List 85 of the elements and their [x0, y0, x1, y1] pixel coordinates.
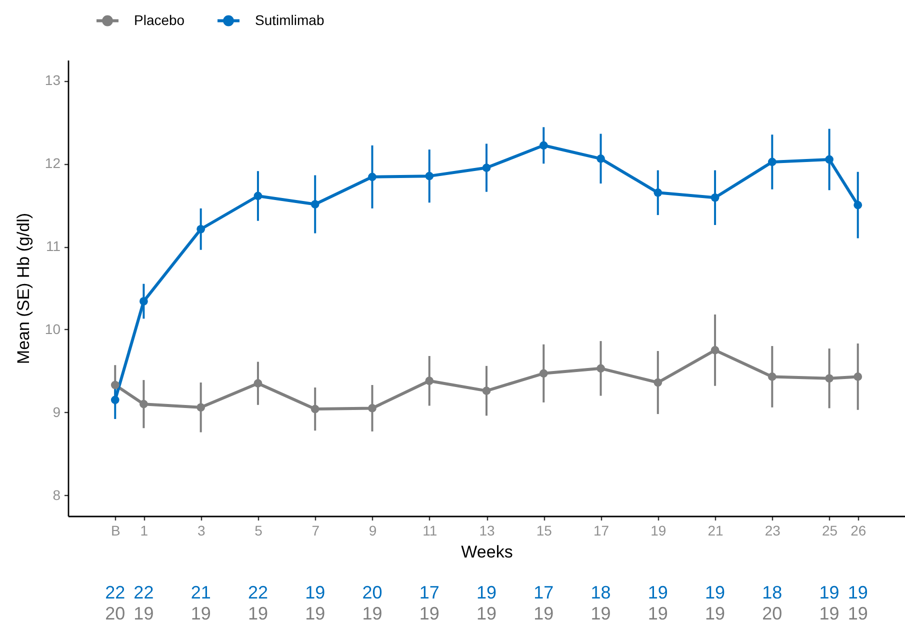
- x-tick-label: 3: [197, 522, 206, 538]
- text: 19: [648, 582, 668, 602]
- x-tick-label: 7: [312, 522, 320, 538]
- point: [482, 164, 491, 172]
- point: [596, 154, 605, 163]
- point: [854, 372, 862, 381]
- text: 17: [419, 582, 440, 602]
- text: 19: [248, 604, 268, 624]
- y-tick-label: 9: [52, 404, 61, 420]
- point: [425, 172, 434, 180]
- x-tick-label: 17: [593, 522, 610, 538]
- text: 19: [305, 604, 326, 624]
- y-tick-label: 8: [52, 486, 61, 503]
- x-tick-label: 1: [140, 522, 148, 538]
- x-tick-label: 11: [422, 522, 438, 538]
- x-tick-label: 26: [850, 522, 866, 538]
- x-tick-label: 15: [536, 522, 552, 538]
- point: [254, 379, 262, 388]
- text: 19: [648, 604, 668, 624]
- text: 19: [305, 582, 326, 602]
- text: 21: [190, 582, 211, 602]
- text: 20: [362, 582, 382, 602]
- point: [596, 364, 605, 373]
- point: [825, 374, 834, 383]
- x-tick-label: 9: [368, 522, 377, 538]
- text: 19: [848, 604, 868, 624]
- text: 18: [590, 582, 611, 602]
- text: 20: [762, 604, 782, 624]
- point: [140, 297, 148, 306]
- point: [110, 396, 120, 404]
- x-tick-label: 13: [479, 522, 495, 538]
- x-tick-label: 21: [708, 522, 724, 538]
- point: [368, 172, 376, 182]
- point: [368, 404, 376, 412]
- text: 19: [190, 604, 211, 624]
- text: 19: [534, 604, 554, 624]
- point: [768, 158, 776, 166]
- text: 19: [476, 604, 497, 624]
- text: 19: [476, 582, 497, 602]
- legend-label: Sutimlimab: [255, 12, 324, 28]
- point: [254, 192, 262, 200]
- point: [110, 380, 120, 390]
- point: [710, 346, 720, 354]
- text: 19: [819, 604, 840, 624]
- point: [140, 400, 148, 408]
- text: 22: [134, 582, 154, 602]
- point: [854, 200, 862, 210]
- point: [196, 403, 206, 412]
- point: [310, 200, 320, 208]
- x-tick-label: B: [110, 522, 120, 538]
- x-tick-label: 25: [822, 522, 838, 538]
- text: 19: [705, 604, 726, 624]
- x-tick-label: 19: [650, 522, 666, 538]
- text: 22: [248, 582, 268, 602]
- x-tick-label: 23: [764, 522, 781, 538]
- point: [310, 404, 320, 414]
- text: 19: [362, 604, 382, 624]
- y-tick-label: 13: [44, 72, 61, 88]
- legend-label: Placebo: [134, 12, 185, 28]
- y-tick-label: 11: [46, 238, 61, 254]
- text: 19: [590, 604, 611, 624]
- text: 19: [848, 582, 868, 602]
- point: [425, 376, 434, 386]
- x-axis-title: Weeks: [461, 542, 513, 562]
- point: [654, 188, 662, 197]
- y-axis-title: Mean (SE) Hb (g/dl): [14, 212, 33, 364]
- x-tick-label: 5: [254, 522, 263, 538]
- point: [825, 155, 834, 164]
- point: [768, 372, 776, 381]
- text: 19: [134, 604, 154, 624]
- point: [654, 378, 662, 387]
- point: [539, 141, 548, 150]
- point: [196, 224, 206, 234]
- y-tick-label: 10: [44, 320, 61, 337]
- y-tick-label: 12: [44, 155, 61, 172]
- text: 19: [419, 604, 440, 624]
- text: 22: [105, 582, 126, 602]
- point: [710, 193, 720, 202]
- text: 19: [819, 582, 840, 602]
- text: 20: [105, 604, 126, 624]
- text: 18: [762, 582, 782, 602]
- point: [539, 369, 548, 378]
- text: 19: [705, 582, 726, 602]
- text: 17: [534, 582, 554, 602]
- point: [482, 386, 491, 395]
